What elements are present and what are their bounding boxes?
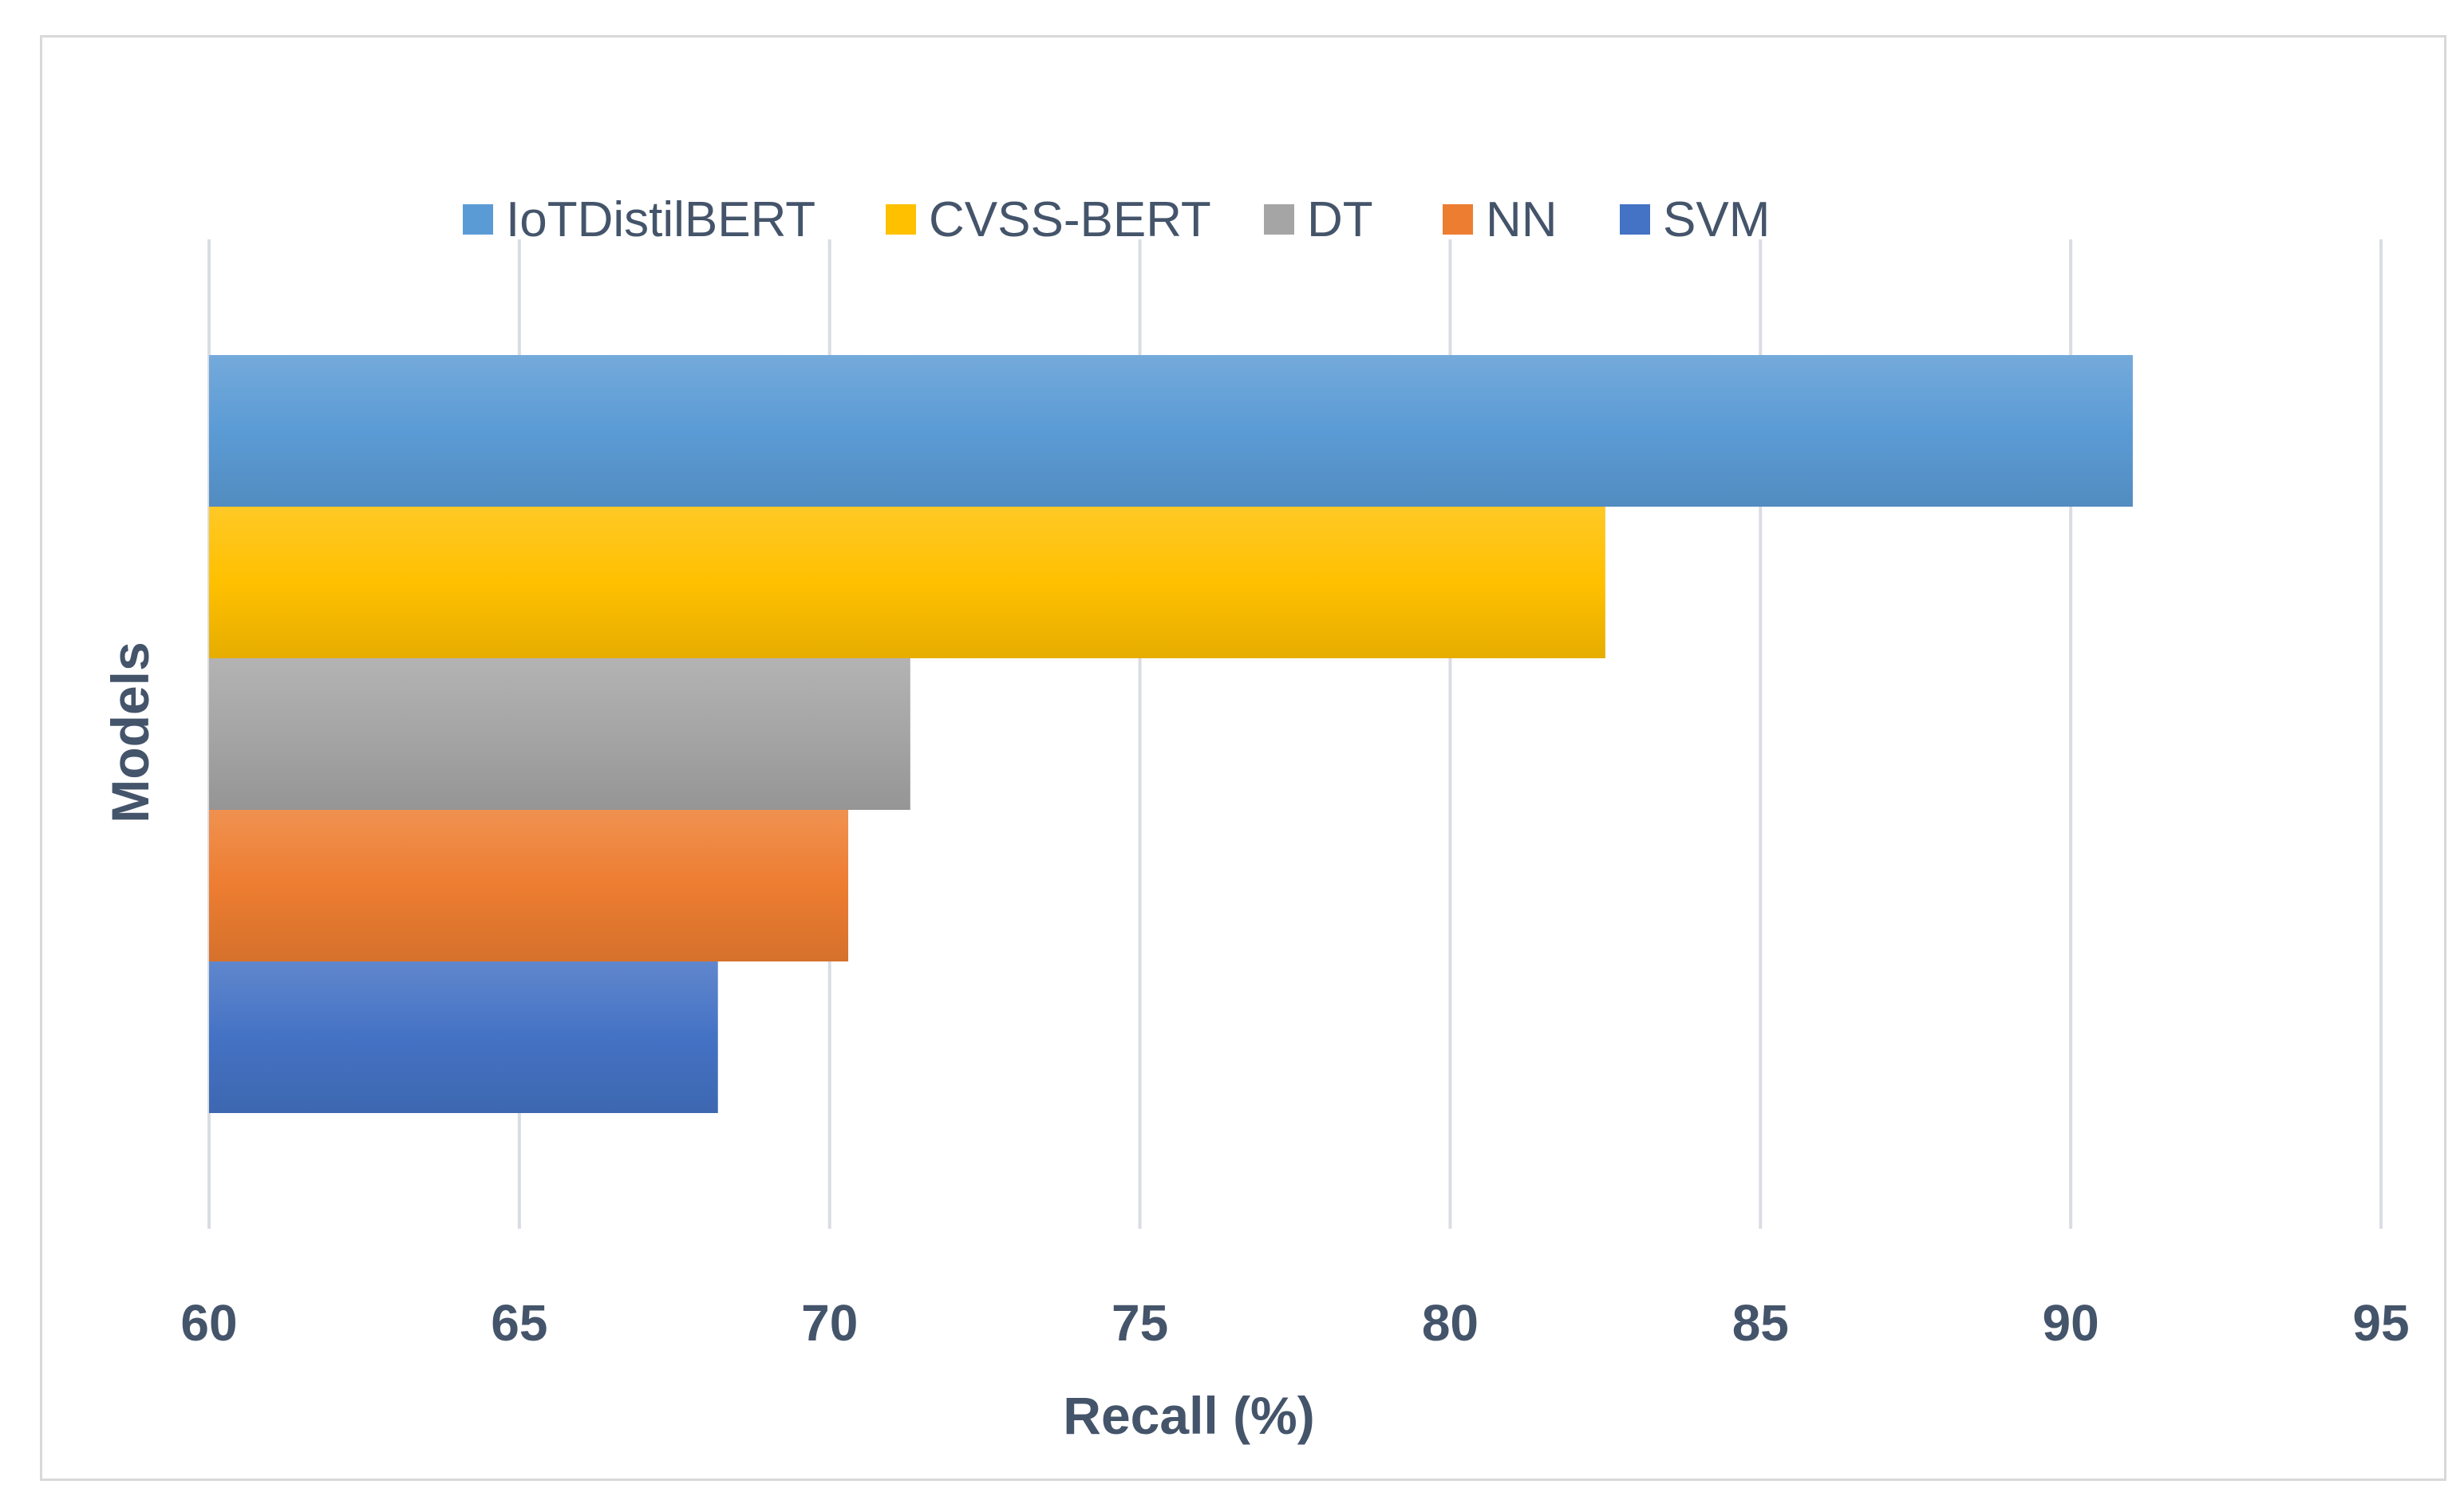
x-tick-label: 80 xyxy=(1422,1294,1479,1352)
x-tick-label: 85 xyxy=(1732,1294,1789,1352)
legend: IoTDistilBERT CVSS-BERT DT NN SVM xyxy=(463,192,1770,247)
x-tick-label: 70 xyxy=(801,1294,858,1352)
bars xyxy=(209,355,2133,1113)
x-axis-title: Recall (%) xyxy=(1063,1386,1314,1445)
x-tick-label: 65 xyxy=(491,1294,547,1352)
legend-swatch xyxy=(1620,204,1650,235)
bar-cvss-bert xyxy=(209,507,1605,658)
legend-swatch xyxy=(886,204,916,235)
x-tick-label: 90 xyxy=(2043,1294,2099,1352)
x-tick-label: 95 xyxy=(2352,1294,2409,1352)
x-tick-label: 75 xyxy=(1112,1294,1168,1352)
legend-label: NN xyxy=(1486,192,1558,247)
bar-iotdistilbert xyxy=(209,355,2133,507)
bar-nn xyxy=(209,810,849,961)
x-axis-ticks: 60 65 70 75 80 85 90 95 xyxy=(180,1294,2409,1352)
bar-svm xyxy=(209,961,718,1113)
legend-swatch xyxy=(1443,204,1473,235)
y-axis-title: Models xyxy=(101,642,160,823)
x-tick-label: 60 xyxy=(180,1294,237,1352)
legend-label: IoTDistilBERT xyxy=(506,192,815,247)
legend-label: SVM xyxy=(1663,192,1770,247)
legend-label: CVSS-BERT xyxy=(929,192,1211,247)
bar-dt xyxy=(209,658,910,810)
legend-swatch xyxy=(463,204,493,235)
legend-swatch xyxy=(1264,204,1294,235)
legend-label: DT xyxy=(1307,192,1373,247)
